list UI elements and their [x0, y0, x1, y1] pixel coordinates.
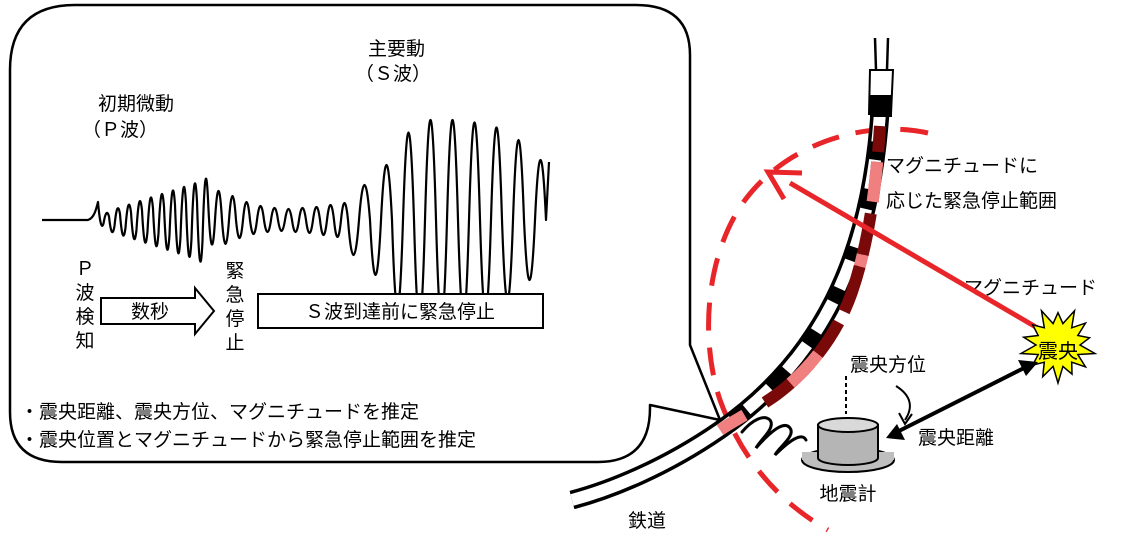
s-wave-title-line1: 主要動	[368, 38, 425, 60]
seconds-label: 数秒	[131, 301, 169, 323]
emergency-char: 急	[225, 284, 244, 306]
emergency-char: 止	[225, 332, 244, 354]
p-detect-char: 波	[75, 282, 94, 304]
seconds-arrow	[100, 285, 216, 337]
railway-segment-pink	[716, 125, 886, 436]
p-wave-detection-label: Ｐ 波 検 知	[75, 258, 94, 352]
stop-range-label-line2: 応じた緊急停止範囲	[886, 190, 1057, 212]
emergency-char: 停	[225, 308, 244, 330]
epicenter-burst	[1018, 308, 1098, 386]
emergency-char: 緊	[225, 260, 244, 282]
direction-arc-arrowhead	[898, 412, 913, 426]
p-wave-title-line1: 初期微動	[98, 93, 174, 115]
p-wave-title-line2: （Ｐ波）	[82, 119, 158, 141]
p-detect-char: 知	[75, 330, 94, 352]
railway-label: 鉄道	[628, 510, 666, 532]
callout-bubble	[8, 3, 722, 464]
railway-end-cap	[873, 37, 890, 71]
seismometer	[801, 417, 895, 473]
epicenter-label: 震央	[1038, 339, 1078, 363]
emergency-stop-range-circle	[706, 126, 929, 533]
seismometer-top	[817, 417, 879, 433]
magnitude-label: マグニチュード	[964, 277, 1097, 299]
s-wave-stop-box	[257, 293, 544, 329]
railway-track-white	[570, 111, 886, 506]
railway-end-black	[870, 95, 892, 117]
vibration-squiggle-icon	[740, 416, 808, 457]
epicenter-direction-label: 震央方位	[850, 354, 926, 376]
s-wave-stop-label: Ｓ波到達前に緊急停止	[305, 301, 495, 323]
epicenter-distance-arrowhead-end	[1018, 360, 1038, 376]
direction-arc-arrow	[895, 385, 911, 421]
seismometer-label: 地震計	[819, 483, 876, 505]
p-detect-char: Ｐ	[75, 258, 94, 280]
magnitude-range-arrow-head	[763, 169, 803, 201]
magnitude-range-arrow-shaft	[788, 180, 1060, 343]
railway	[569, 37, 895, 510]
epicenter-distance-arrow-shaft	[894, 364, 1029, 435]
seismometer-body	[817, 424, 879, 466]
bullet-estimate-params: ・震央距離、震央方位、マグニチュードを推定	[20, 401, 419, 423]
epicenter-distance-arrowhead-start	[886, 424, 905, 440]
epicenter-distance-label: 震央距離	[918, 427, 994, 449]
bullet-estimate-stop-range: ・震央位置とマグニチュードから緊急停止範囲を推定	[20, 429, 476, 451]
p-detect-char: 検	[75, 306, 94, 328]
seismic-waveform	[42, 119, 551, 321]
emergency-stop-vertical-label: 緊 急 停 止	[225, 260, 244, 354]
s-wave-title-line2: （Ｓ波）	[355, 63, 431, 85]
stop-range-label-line1: マグニチュードに	[886, 155, 1038, 177]
